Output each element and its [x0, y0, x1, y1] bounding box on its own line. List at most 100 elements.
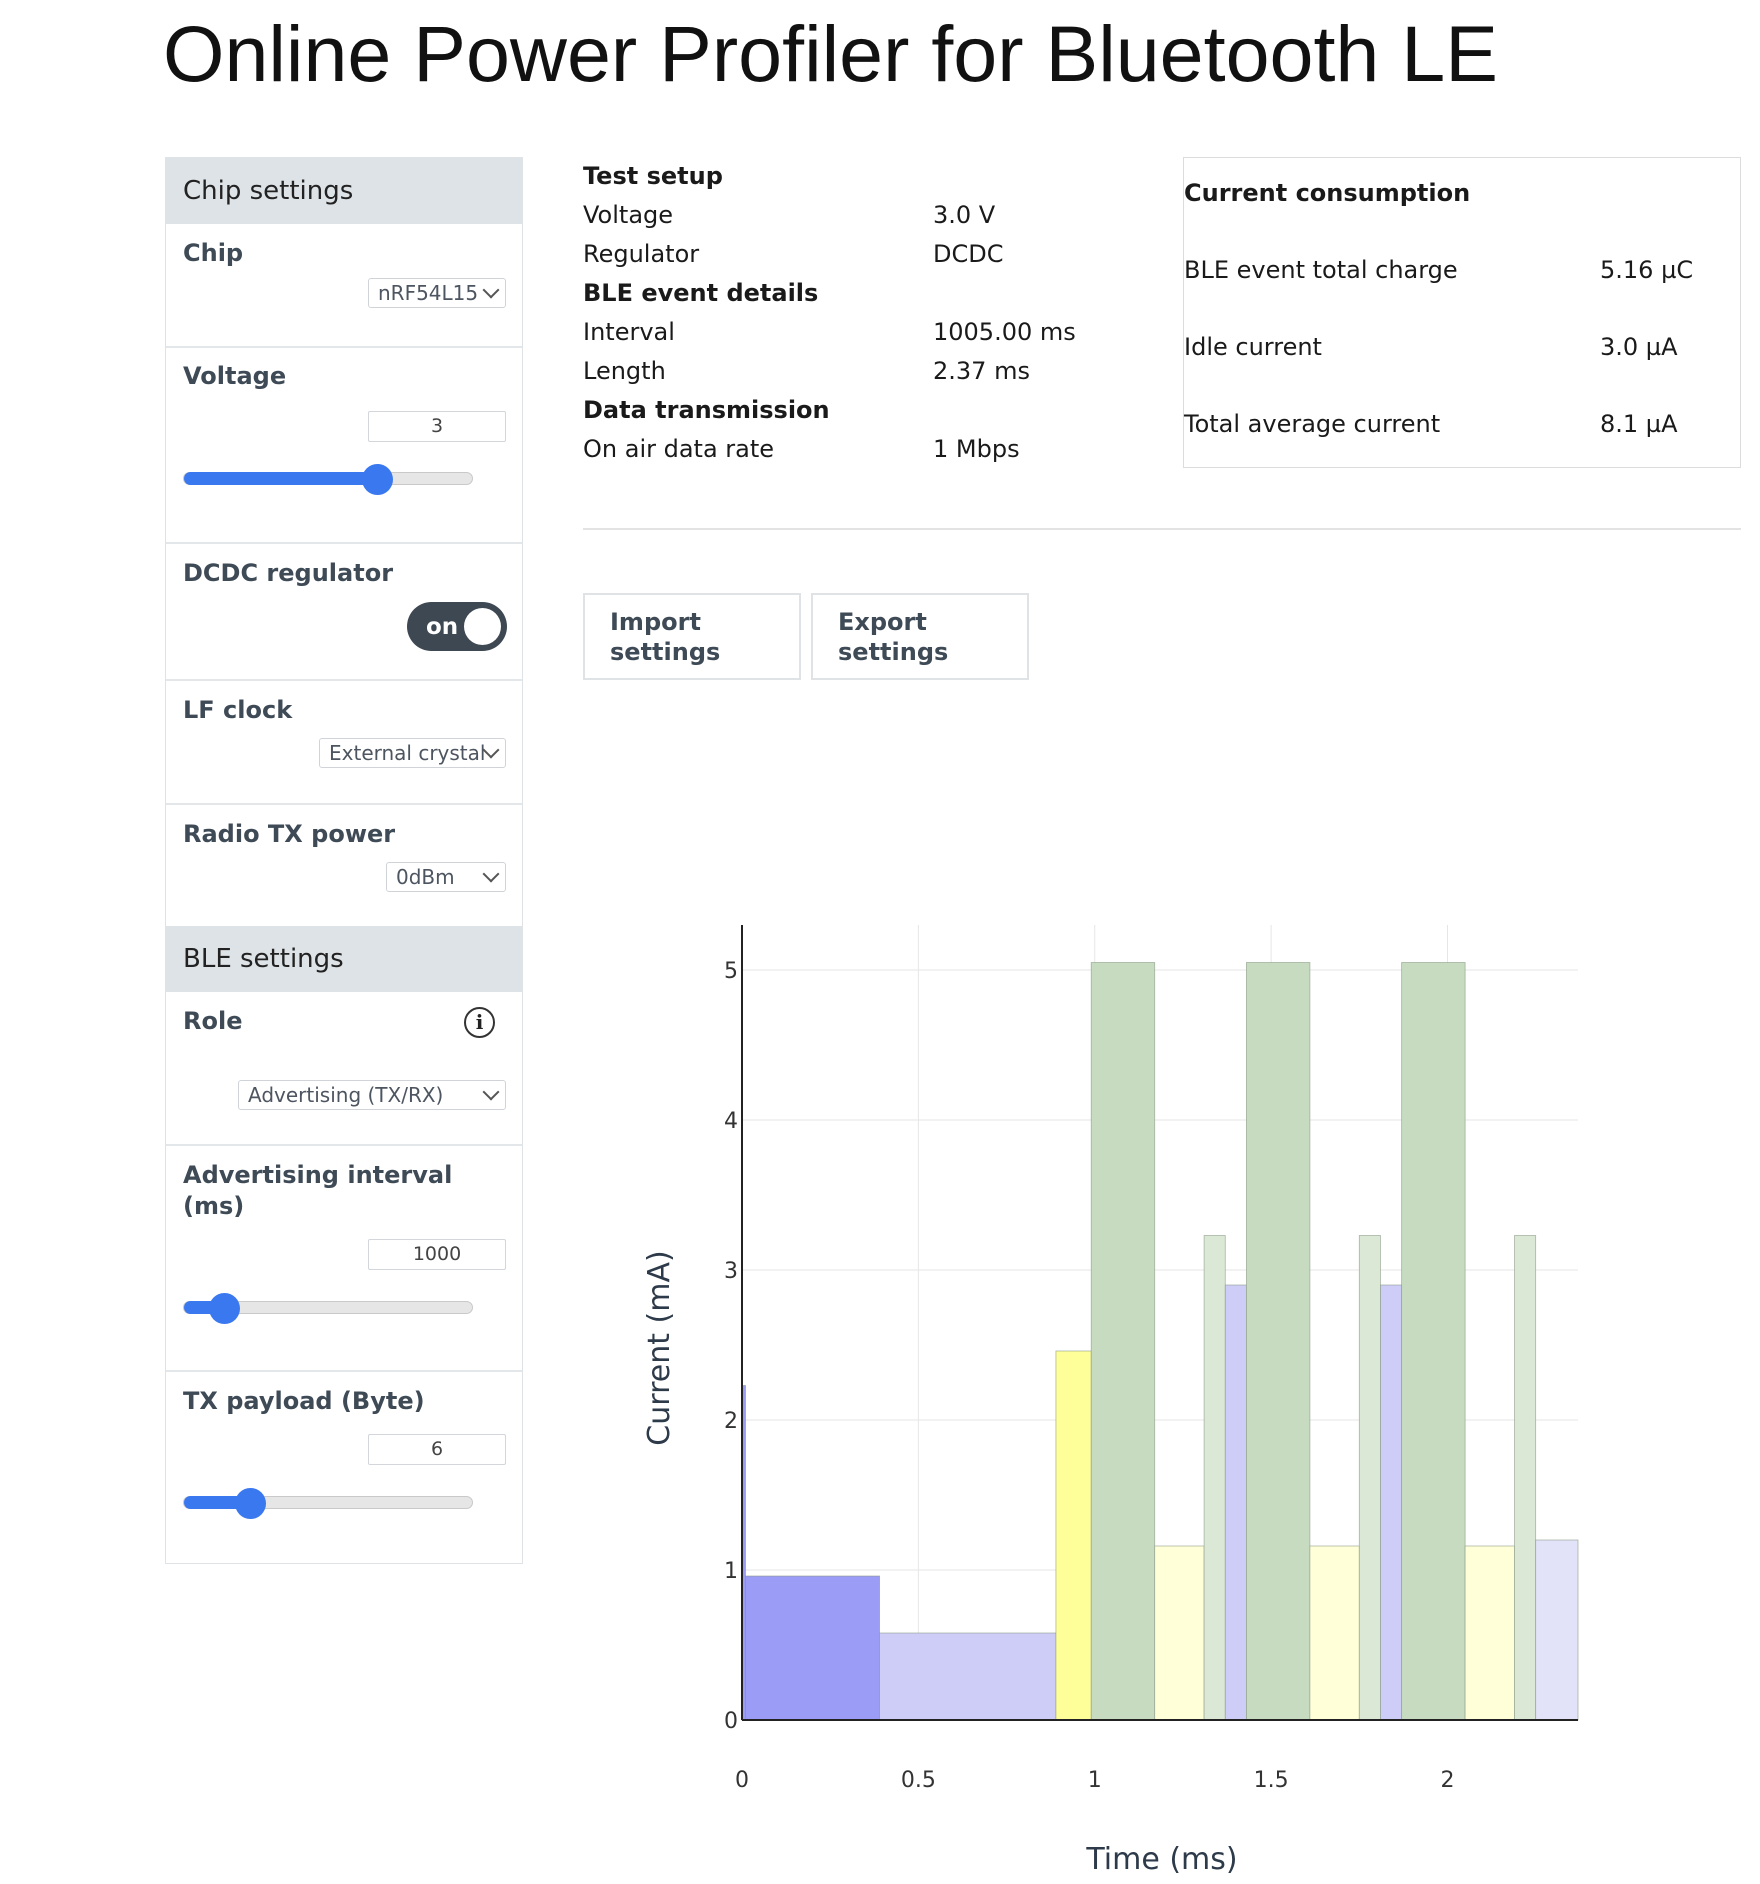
- y-tick-label: 5: [724, 959, 738, 984]
- import-button-line1: Import: [610, 608, 701, 636]
- dcdc-toggle[interactable]: on: [407, 602, 507, 651]
- consumption-row-value: 3.0 µA: [1600, 333, 1678, 361]
- x-axis-title: Time (ms): [1085, 1842, 1237, 1877]
- adv-interval-slider[interactable]: [183, 1293, 473, 1324]
- voltage-input[interactable]: 3: [368, 411, 506, 442]
- adv-interval-slider-handle[interactable]: [209, 1293, 241, 1324]
- current-consumption-box: Current consumption BLE event total char…: [1183, 157, 1741, 468]
- tx-payload-label: TX payload (Byte): [183, 1387, 425, 1415]
- chip-settings-header: Chip settings: [166, 158, 522, 224]
- x-tick-label: 1.5: [1254, 1768, 1289, 1793]
- dcdc-label: DCDC regulator: [183, 559, 394, 587]
- role-select[interactable]: Advertising (TX/RX): [238, 1080, 506, 1110]
- import-settings-button[interactable]: Import settings: [583, 593, 801, 680]
- consumption-row-label: Total average current: [1184, 410, 1441, 438]
- adv-interval-label-line1: Advertising interval: [183, 1161, 453, 1189]
- page-title: Online Power Profiler for Bluetooth LE: [163, 9, 1498, 98]
- role-label: Role: [183, 1007, 243, 1035]
- voltage-label: Voltage: [183, 362, 287, 390]
- divider: [583, 528, 1741, 530]
- current-bar: [1514, 1235, 1537, 1721]
- current-consumption-title: Current consumption: [1184, 179, 1471, 207]
- dcdc-toggle-state: on: [426, 614, 459, 640]
- tx-payload-slider-handle[interactable]: [235, 1488, 267, 1519]
- y-tick-label: 3: [724, 1259, 738, 1284]
- export-button-line2: settings: [838, 638, 949, 666]
- role-select-value: Advertising (TX/RX): [248, 1083, 444, 1107]
- export-settings-button[interactable]: Export settings: [811, 593, 1029, 680]
- tx-payload-slider[interactable]: [183, 1488, 473, 1519]
- current-bar: [1380, 1284, 1403, 1721]
- chip-select-value: nRF54L15: [378, 281, 479, 305]
- chip-select[interactable]: nRF54L15: [368, 278, 506, 308]
- chevron-down-icon: [482, 281, 500, 299]
- tx-power-select[interactable]: 0dBm: [386, 862, 506, 892]
- voltage-slider-handle[interactable]: [361, 464, 393, 495]
- consumption-row-value: 8.1 µA: [1600, 410, 1678, 438]
- current-bar: [879, 1632, 1057, 1721]
- setup-row-value: 1005.00 ms: [933, 318, 1076, 346]
- setup-row-label: Regulator: [583, 240, 700, 268]
- y-tick-label: 2: [724, 1409, 738, 1434]
- current-bar: [1464, 1545, 1515, 1721]
- voltage-slider[interactable]: [183, 464, 473, 495]
- x-tick-label: 0: [735, 1768, 749, 1793]
- setup-row-label: On air data rate: [583, 435, 775, 463]
- consumption-row-label: Idle current: [1184, 333, 1322, 361]
- y-axis-title: Current (mA): [642, 1250, 677, 1445]
- current-bar: [1535, 1539, 1579, 1721]
- tx-power-panel: Radio TX power 0dBm: [166, 803, 522, 926]
- tx-power-label: Radio TX power: [183, 820, 396, 848]
- lf-clock-select[interactable]: External crystal: [319, 738, 506, 768]
- lf-clock-label: LF clock: [183, 696, 293, 724]
- role-panel: Role i Advertising (TX/RX): [166, 992, 522, 1144]
- chip-label: Chip: [183, 239, 244, 267]
- current-bar: [1246, 962, 1311, 1721]
- x-tick-label: 2: [1440, 1768, 1454, 1793]
- setup-row-value: 2.37 ms: [933, 357, 1030, 385]
- current-bar: [745, 1575, 880, 1721]
- tx-payload-input[interactable]: 6: [368, 1434, 506, 1465]
- export-button-line1: Export: [838, 608, 927, 636]
- setup-row-value: 1 Mbps: [933, 435, 1020, 463]
- setup-row-value: DCDC: [933, 240, 1004, 268]
- adv-interval-label-line2: (ms): [183, 1192, 245, 1220]
- adv-interval-input[interactable]: 1000: [368, 1239, 506, 1270]
- adv-interval-panel: Advertising interval (ms) 1000: [166, 1144, 522, 1370]
- y-tick-label: 0: [724, 1709, 738, 1734]
- setup-section-heading: Data transmission: [583, 396, 830, 424]
- tx-power-select-value: 0dBm: [396, 865, 455, 889]
- x-tick-label: 1: [1088, 1768, 1102, 1793]
- toggle-knob: [464, 608, 501, 645]
- settings-sidebar: Chip settings Chip nRF54L15 Voltage 3 DC…: [165, 157, 523, 1564]
- voltage-slider-fill: [184, 472, 377, 485]
- current-bar: [741, 1385, 746, 1721]
- current-bar: [1224, 1284, 1247, 1721]
- ble-settings-header: BLE settings: [166, 926, 522, 992]
- consumption-row-label: BLE event total charge: [1184, 256, 1458, 284]
- setup-section-heading: BLE event details: [583, 279, 819, 307]
- current-bar: [1401, 962, 1466, 1721]
- chevron-down-icon: [482, 865, 500, 883]
- chip-panel: Chip nRF54L15: [166, 224, 522, 346]
- y-tick-label: 4: [724, 1109, 738, 1134]
- info-icon[interactable]: i: [464, 1007, 495, 1038]
- current-bar: [1203, 1235, 1226, 1721]
- current-bar: [1358, 1235, 1381, 1721]
- chevron-down-icon: [482, 1083, 500, 1101]
- current-bar: [1309, 1545, 1360, 1721]
- current-bar: [1055, 1350, 1092, 1721]
- consumption-row-value: 5.16 µC: [1600, 256, 1694, 284]
- setup-row-label: Interval: [583, 318, 675, 346]
- setup-row-label: Length: [583, 357, 666, 385]
- dcdc-panel: DCDC regulator on: [166, 542, 522, 679]
- current-bar: [1154, 1545, 1205, 1721]
- import-button-line2: settings: [610, 638, 721, 666]
- tx-payload-slider-fill: [184, 1496, 251, 1509]
- setup-row-label: Voltage: [583, 201, 674, 229]
- adv-interval-label: Advertising interval (ms): [183, 1160, 452, 1222]
- tx-payload-panel: TX payload (Byte) 6: [166, 1370, 522, 1565]
- setup-section-heading: Test setup: [583, 162, 723, 190]
- voltage-panel: Voltage 3: [166, 346, 522, 542]
- current-bar: [1090, 962, 1156, 1721]
